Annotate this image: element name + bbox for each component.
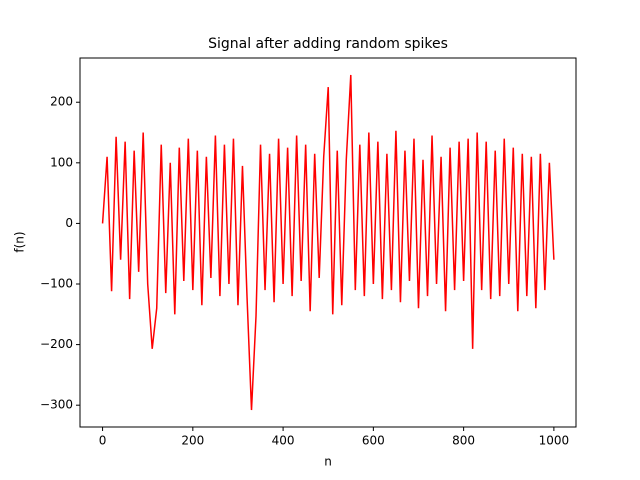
y-axis-label: f(n)	[13, 231, 27, 252]
signal-line	[101, 74, 555, 411]
x-tick-label: 200	[181, 434, 204, 448]
plot-frame	[79, 57, 577, 428]
x-tick-label: 0	[99, 434, 107, 448]
y-tick-label: −200	[40, 337, 73, 351]
x-tick-label: 600	[362, 434, 385, 448]
x-tick-label: 1000	[539, 434, 570, 448]
y-tick-label: 200	[50, 95, 73, 109]
y-tick-label: 0	[65, 216, 73, 230]
y-tick-label: −100	[40, 277, 73, 291]
x-tick-label: 800	[452, 434, 475, 448]
y-tick-label: −300	[40, 398, 73, 412]
chart-title: Signal after adding random spikes	[208, 36, 448, 52]
x-tick-label: 400	[272, 434, 295, 448]
x-axis-label: n	[324, 455, 332, 469]
y-tick-label: 100	[50, 155, 73, 169]
